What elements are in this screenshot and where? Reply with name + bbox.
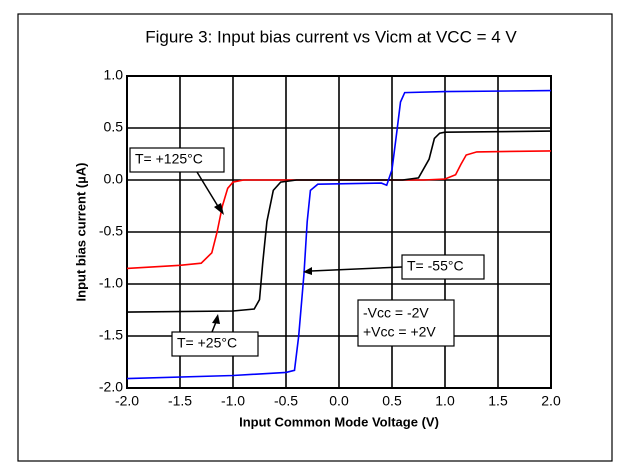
arrow-head (212, 314, 220, 324)
arrow (310, 266, 403, 272)
y-tick-label: -2.0 (99, 379, 123, 395)
x-tick-label: -0.5 (274, 393, 298, 409)
x-tick-label: 0.5 (382, 393, 402, 409)
y-tick-label: 0.0 (104, 171, 124, 187)
chart-title: Figure 3: Input bias current vs Vicm at … (145, 27, 517, 46)
y-tick-label: 1.0 (104, 67, 124, 83)
series-line (126, 150, 552, 270)
annotation-box (357, 299, 455, 347)
y-tick-label: -0.5 (99, 223, 123, 239)
series-line (126, 130, 552, 313)
series-label: T= +125°C (135, 151, 203, 167)
arrow-head (214, 203, 224, 215)
x-tick-label: -1.0 (221, 393, 245, 409)
arrow-head (303, 267, 312, 275)
annotation: +Vcc = +2V (363, 324, 436, 340)
series-line (126, 89, 552, 380)
annotation: -Vcc = -2V (363, 305, 429, 321)
series-label: T= -55°C (407, 258, 464, 274)
x-axis-label: Input Common Mode Voltage (V) (239, 414, 439, 429)
x-tick-label: -1.5 (168, 393, 192, 409)
plot-area: -2.0 -1.5 -1.0 -0.5 0.0 0.5 1.0 1.5 2.0 1.0 0.5 0.0… (99, 67, 561, 409)
y-axis-label: Input bias current (µA) (73, 163, 88, 302)
annotations: -Vcc = -2V +Vcc = +2V T= +125°C T= +25°C T… (129, 147, 485, 357)
arrow (196, 171, 220, 209)
x-tick-label: 1.0 (435, 393, 455, 409)
series-label-box (171, 331, 259, 357)
y-tick-label: 0.5 (104, 119, 124, 135)
y-tick-label: -1.0 (99, 275, 123, 291)
x-tick-label: 1.5 (488, 393, 508, 409)
x-tick-label: 2.0 (541, 393, 561, 409)
y-tick-label: -1.5 (99, 327, 123, 343)
series-label: T= +25°C (177, 335, 237, 351)
series-label-box (129, 147, 225, 173)
arrow (211, 321, 217, 333)
x-tick-label: -2.0 (115, 393, 139, 409)
series-label-box (401, 254, 485, 280)
x-tick-label: 0.0 (329, 393, 349, 409)
